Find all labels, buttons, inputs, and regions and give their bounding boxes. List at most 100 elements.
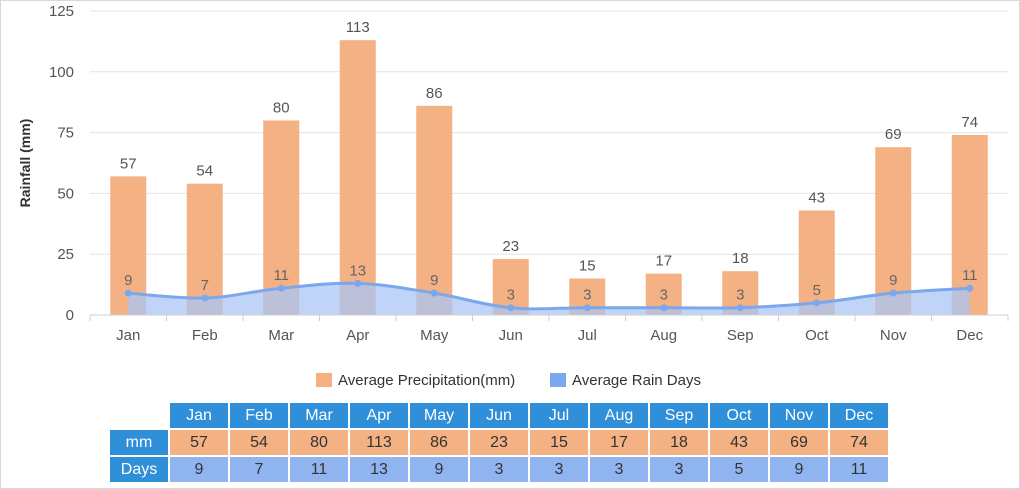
table-mm-cell: 54 bbox=[230, 430, 288, 457]
rain-days-point bbox=[277, 284, 285, 292]
precipitation-value-label: 23 bbox=[502, 238, 519, 255]
rain-days-point bbox=[124, 289, 132, 297]
precipitation-bar bbox=[186, 183, 223, 315]
x-tick-label: May bbox=[420, 327, 449, 344]
precipitation-labels: 57 54 80 113 86 23 15 17 18 43 69 74 bbox=[120, 19, 978, 274]
rain-days-point bbox=[507, 304, 515, 312]
precipitation-value-label: 18 bbox=[732, 250, 749, 267]
y-tick-label: 100 bbox=[49, 64, 74, 81]
legend-label-precipitation: Average Precipitation(mm) bbox=[338, 372, 515, 389]
grid-lines bbox=[90, 10, 1008, 255]
table-month-header: Jun bbox=[470, 403, 528, 430]
x-tick-label: Nov bbox=[880, 327, 907, 344]
legend-swatch-rain-days bbox=[550, 373, 566, 387]
y-tick-label: 25 bbox=[57, 246, 74, 263]
rain-days-value-label: 3 bbox=[583, 287, 591, 304]
rain-days-value-label: 3 bbox=[660, 287, 668, 304]
table-days-cell: 9 bbox=[770, 457, 828, 484]
table-month-header: Mar bbox=[290, 403, 348, 430]
x-tick-label: Apr bbox=[346, 327, 369, 344]
table-month-header: Sep bbox=[650, 403, 708, 430]
precipitation-value-label: 74 bbox=[961, 114, 978, 131]
precipitation-value-label: 15 bbox=[579, 258, 596, 275]
rain-days-value-label: 5 bbox=[813, 282, 821, 299]
days-row-label: Days bbox=[110, 457, 168, 484]
rain-days-value-label: 13 bbox=[349, 262, 366, 279]
table-days-cell: 11 bbox=[290, 457, 348, 484]
table-days-cell: 7 bbox=[230, 457, 288, 484]
rain-days-point bbox=[201, 294, 209, 302]
table-days-cell: 11 bbox=[830, 457, 888, 484]
table-month-header: May bbox=[410, 403, 468, 430]
rain-days-value-label: 7 bbox=[201, 277, 209, 294]
rain-days-value-label: 11 bbox=[273, 267, 289, 284]
rain-days-value-label: 3 bbox=[507, 287, 515, 304]
y-tick-label: 75 bbox=[57, 125, 74, 142]
rain-days-value-label: 11 bbox=[962, 267, 978, 284]
table-header-row: Jan Feb Mar Apr May Jun Jul Aug Sep Oct Nov Dec bbox=[110, 403, 888, 430]
table-month-header: Jul bbox=[530, 403, 588, 430]
table-mm-cell: 43 bbox=[710, 430, 768, 457]
table-days-cell: 9 bbox=[170, 457, 228, 484]
mm-row-label: mm bbox=[110, 430, 168, 457]
table-days-cell: 3 bbox=[650, 457, 708, 484]
table-mm-cell: 74 bbox=[830, 430, 888, 457]
table-month-header: Nov bbox=[770, 403, 828, 430]
table-corner bbox=[110, 403, 168, 430]
precipitation-bars bbox=[110, 40, 988, 316]
rain-days-point bbox=[354, 279, 362, 287]
x-tick-label: Sep bbox=[727, 327, 754, 344]
table-days-cell: 13 bbox=[350, 457, 408, 484]
x-tick-label: Jul bbox=[578, 327, 597, 344]
table-month-header: Feb bbox=[230, 403, 288, 430]
precipitation-value-label: 80 bbox=[273, 99, 290, 116]
precipitation-value-label: 86 bbox=[426, 85, 443, 102]
table-mm-cell: 86 bbox=[410, 430, 468, 457]
table-month-header: Aug bbox=[590, 403, 648, 430]
x-tick-label: Jan bbox=[116, 327, 140, 344]
precipitation-bar bbox=[339, 40, 376, 316]
x-tick-label: Oct bbox=[805, 327, 829, 344]
x-axis: Jan Feb Mar Apr May Jun Jul Aug Sep Oct Nov Dec bbox=[89, 314, 1009, 344]
monthly-data-table: Jan Feb Mar Apr May Jun Jul Aug Sep Oct Nov Dec mm … bbox=[108, 403, 890, 484]
table-month-header: Oct bbox=[710, 403, 768, 430]
y-axis: 0 25 50 75 100 125 bbox=[49, 3, 74, 324]
rain-days-point bbox=[660, 304, 668, 312]
x-tick-label: Jun bbox=[499, 327, 523, 344]
table-mm-row: mm 57 54 80 113 86 23 15 17 18 43 69 74 bbox=[110, 430, 888, 457]
x-tick-label: Mar bbox=[268, 327, 294, 344]
legend[interactable]: Average Precipitation(mm) Average Rain Da… bbox=[316, 372, 701, 389]
rain-days-value-label: 9 bbox=[124, 272, 132, 289]
precipitation-value-label: 17 bbox=[655, 253, 672, 270]
precipitation-bar bbox=[263, 120, 300, 315]
table-mm-cell: 80 bbox=[290, 430, 348, 457]
table-mm-cell: 18 bbox=[650, 430, 708, 457]
precipitation-bar bbox=[798, 210, 835, 315]
table-days-cell: 3 bbox=[530, 457, 588, 484]
y-tick-label: 0 bbox=[66, 307, 74, 324]
rain-days-value-label: 9 bbox=[430, 272, 438, 289]
table-mm-cell: 69 bbox=[770, 430, 828, 457]
precipitation-value-label: 69 bbox=[885, 126, 902, 143]
table-mm-cell: 17 bbox=[590, 430, 648, 457]
table-month-header: Apr bbox=[350, 403, 408, 430]
rain-days-value-label: 3 bbox=[736, 287, 744, 304]
y-axis-title: Rainfall (mm) bbox=[17, 119, 33, 208]
table-days-row: Days 9 7 11 13 9 3 3 3 3 5 9 11 bbox=[110, 457, 888, 484]
table-month-header: Jan bbox=[170, 403, 228, 430]
x-tick-label: Feb bbox=[192, 327, 218, 344]
table-mm-cell: 57 bbox=[170, 430, 228, 457]
table-mm-cell: 113 bbox=[350, 430, 408, 457]
table-month-header: Dec bbox=[830, 403, 888, 430]
rain-days-point bbox=[889, 289, 897, 297]
precipitation-value-label: 43 bbox=[808, 189, 825, 206]
rain-days-area: 9 7 11 13 9 3 3 3 3 5 9 11 bbox=[124, 262, 978, 315]
x-tick-label: Aug bbox=[650, 327, 677, 344]
precipitation-value-label: 57 bbox=[120, 155, 137, 172]
precipitation-value-label: 113 bbox=[346, 19, 370, 36]
rain-days-value-label: 9 bbox=[889, 272, 897, 289]
rain-days-point bbox=[583, 304, 591, 312]
precipitation-bar bbox=[875, 147, 912, 315]
legend-swatch-precipitation bbox=[316, 373, 332, 387]
